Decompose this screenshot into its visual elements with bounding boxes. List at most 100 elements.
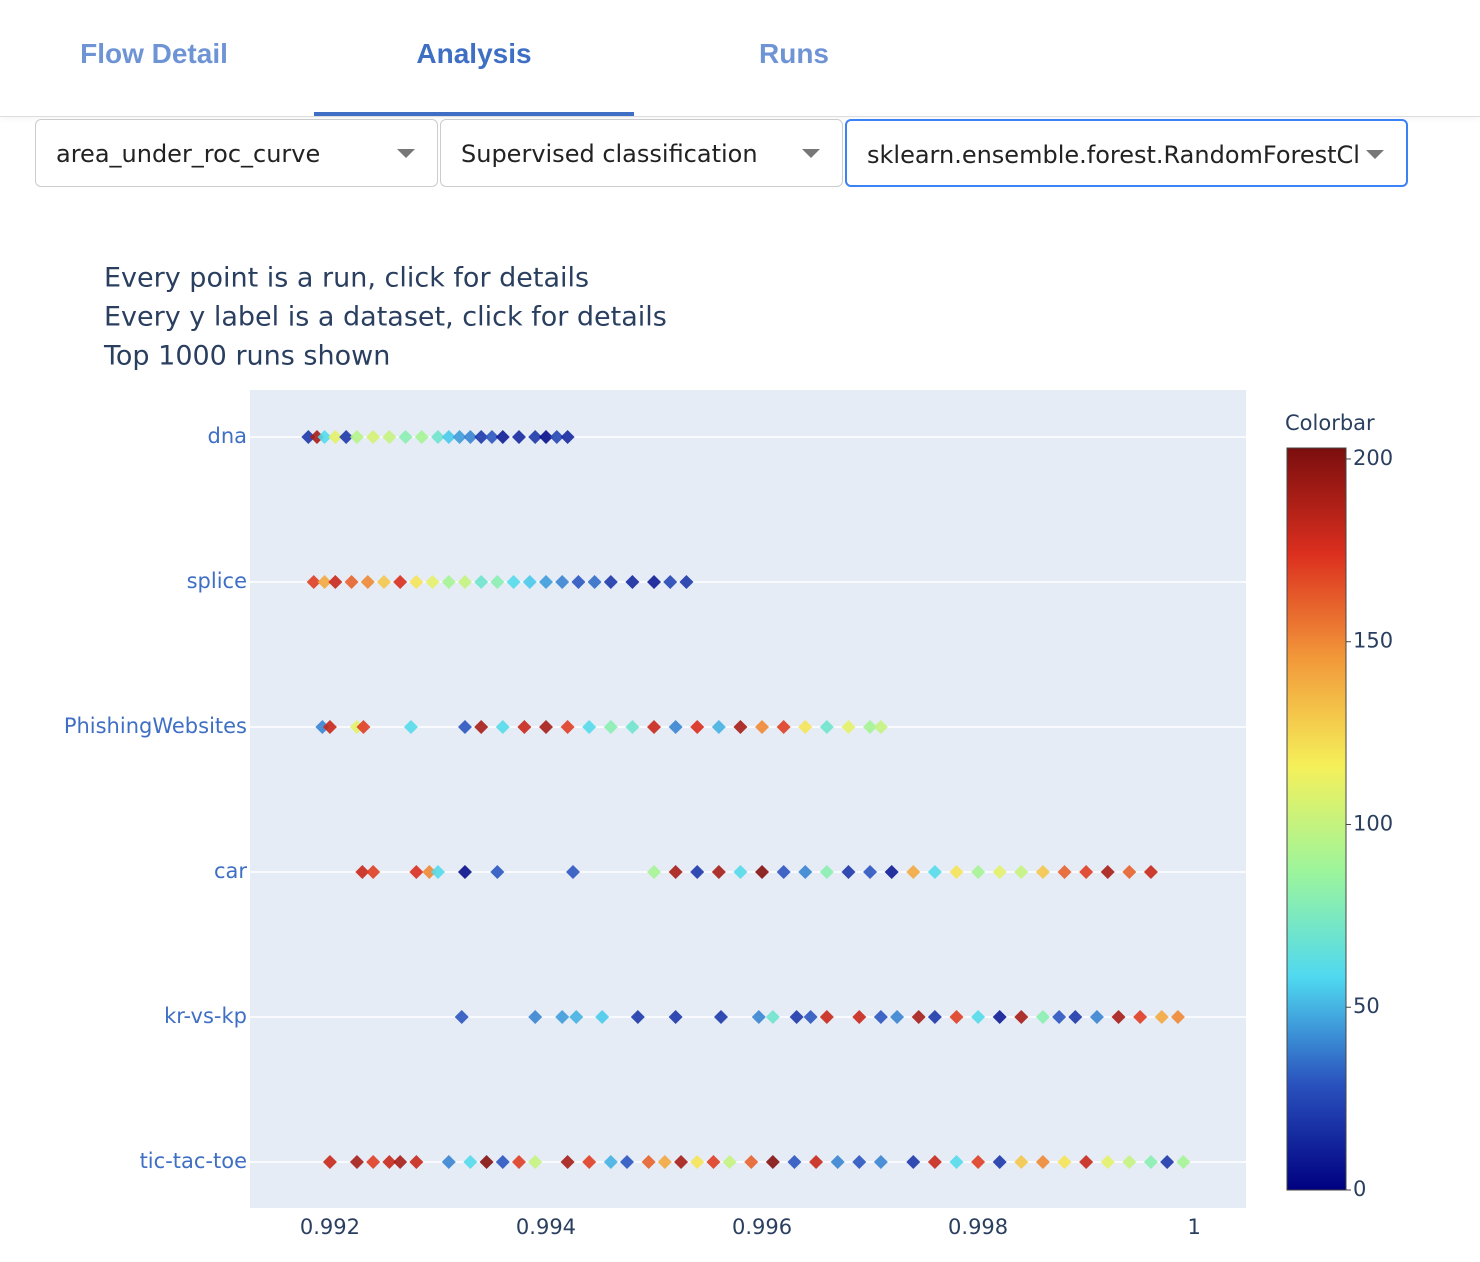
run-point[interactable] xyxy=(582,720,597,734)
run-point[interactable] xyxy=(317,575,332,589)
run-point[interactable] xyxy=(830,1155,845,1169)
run-point[interactable] xyxy=(422,865,437,879)
run-point[interactable] xyxy=(803,1010,818,1024)
run-point[interactable] xyxy=(798,865,813,879)
run-point[interactable] xyxy=(376,575,391,589)
run-point[interactable] xyxy=(538,430,553,444)
run-point[interactable] xyxy=(690,720,705,734)
run-point[interactable] xyxy=(366,865,381,879)
run-point[interactable] xyxy=(603,1155,618,1169)
run-point[interactable] xyxy=(992,1010,1007,1024)
run-point[interactable] xyxy=(511,1155,526,1169)
run-point[interactable] xyxy=(1133,1010,1148,1024)
run-point[interactable] xyxy=(398,430,413,444)
run-point[interactable] xyxy=(393,1155,408,1169)
run-point[interactable] xyxy=(841,865,856,879)
run-point[interactable] xyxy=(1143,1155,1158,1169)
run-point[interactable] xyxy=(819,720,834,734)
run-point[interactable] xyxy=(360,575,375,589)
run-point[interactable] xyxy=(414,430,429,444)
run-point[interactable] xyxy=(328,430,343,444)
run-point[interactable] xyxy=(1122,1155,1137,1169)
run-point[interactable] xyxy=(1160,1155,1175,1169)
run-point[interactable] xyxy=(393,575,408,589)
run-point[interactable] xyxy=(484,430,499,444)
run-point[interactable] xyxy=(713,1010,728,1024)
run-point[interactable] xyxy=(949,1010,964,1024)
run-point[interactable] xyxy=(873,720,888,734)
run-point[interactable] xyxy=(1122,865,1137,879)
run-point[interactable] xyxy=(366,430,381,444)
run-point[interactable] xyxy=(722,1155,737,1169)
tab[interactable]: Flow Detail xyxy=(80,38,228,69)
run-point[interactable] xyxy=(1014,1010,1029,1024)
run-point[interactable] xyxy=(625,575,640,589)
y-tick-label[interactable]: PhishingWebsites xyxy=(64,714,247,738)
run-point[interactable] xyxy=(356,720,371,734)
run-point[interactable] xyxy=(668,865,683,879)
run-point[interactable] xyxy=(430,430,445,444)
run-point[interactable] xyxy=(306,575,321,589)
run-point[interactable] xyxy=(495,430,510,444)
run-point[interactable] xyxy=(409,1155,424,1169)
run-point[interactable] xyxy=(457,865,472,879)
tab[interactable]: Runs xyxy=(759,38,829,69)
run-point[interactable] xyxy=(349,720,364,734)
run-point[interactable] xyxy=(382,430,397,444)
run-point[interactable] xyxy=(733,720,748,734)
run-point[interactable] xyxy=(706,1155,721,1169)
run-point[interactable] xyxy=(1035,865,1050,879)
run-point[interactable] xyxy=(647,865,662,879)
run-point[interactable] xyxy=(1079,1155,1094,1169)
run-point[interactable] xyxy=(587,575,602,589)
run-point[interactable] xyxy=(890,1010,905,1024)
run-point[interactable] xyxy=(301,430,316,444)
run-point[interactable] xyxy=(751,1010,766,1024)
run-point[interactable] xyxy=(863,720,878,734)
run-point[interactable] xyxy=(582,1155,597,1169)
run-point[interactable] xyxy=(971,1010,986,1024)
run-point[interactable] xyxy=(603,575,618,589)
run-point[interactable] xyxy=(873,1010,888,1024)
run-point[interactable] xyxy=(1089,1010,1104,1024)
run-point[interactable] xyxy=(949,865,964,879)
run-point[interactable] xyxy=(555,1010,570,1024)
run-point[interactable] xyxy=(490,575,505,589)
flow-dropdown[interactable]: sklearn.ensemble.forest.RandomForestCl xyxy=(845,119,1408,187)
run-point[interactable] xyxy=(911,1010,926,1024)
run-point[interactable] xyxy=(949,1155,964,1169)
run-point[interactable] xyxy=(603,720,618,734)
run-point[interactable] xyxy=(927,1010,942,1024)
run-point[interactable] xyxy=(620,1155,635,1169)
run-point[interactable] xyxy=(971,1155,986,1169)
run-point[interactable] xyxy=(630,1010,645,1024)
run-point[interactable] xyxy=(1170,1010,1185,1024)
run-point[interactable] xyxy=(517,720,532,734)
run-point[interactable] xyxy=(463,1155,478,1169)
run-point[interactable] xyxy=(528,1010,543,1024)
run-point[interactable] xyxy=(409,865,424,879)
run-point[interactable] xyxy=(474,575,489,589)
run-point[interactable] xyxy=(1176,1155,1191,1169)
run-point[interactable] xyxy=(755,720,770,734)
run-point[interactable] xyxy=(1068,1010,1083,1024)
run-point[interactable] xyxy=(560,720,575,734)
run-point[interactable] xyxy=(789,1010,804,1024)
run-point[interactable] xyxy=(1057,865,1072,879)
run-point[interactable] xyxy=(1052,1010,1067,1024)
run-point[interactable] xyxy=(776,720,791,734)
run-point[interactable] xyxy=(755,865,770,879)
run-point[interactable] xyxy=(1079,865,1094,879)
run-point[interactable] xyxy=(679,575,694,589)
run-point[interactable] xyxy=(647,720,662,734)
run-point[interactable] xyxy=(595,1010,610,1024)
y-tick-label[interactable]: dna xyxy=(207,424,247,448)
run-point[interactable] xyxy=(565,865,580,879)
run-point[interactable] xyxy=(555,575,570,589)
run-point[interactable] xyxy=(339,430,354,444)
run-point[interactable] xyxy=(906,865,921,879)
run-point[interactable] xyxy=(711,865,726,879)
metric-dropdown[interactable]: area_under_roc_curve xyxy=(35,119,438,187)
run-point[interactable] xyxy=(495,1155,510,1169)
run-point[interactable] xyxy=(366,1155,381,1169)
